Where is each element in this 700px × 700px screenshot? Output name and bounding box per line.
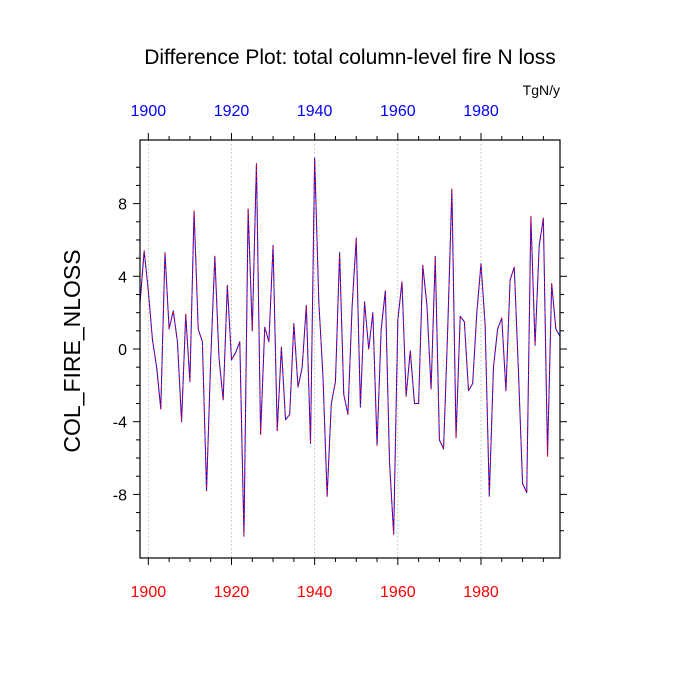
x-tick-label-bottom: 1960: [380, 584, 416, 601]
grid-lines: [147, 140, 482, 558]
x-tick-label-top: 1940: [297, 103, 333, 120]
x-tick-label-top: 1920: [214, 103, 250, 120]
units-label: TgN/y: [523, 82, 560, 98]
y-tick-label: 0: [118, 342, 127, 359]
y-tick-label: -8: [113, 487, 127, 504]
data-line: [139, 157, 561, 537]
x-tick-label-top: 1960: [380, 103, 416, 120]
series-line: [139, 157, 561, 537]
y-tick-label: 4: [118, 269, 127, 286]
axis-ticks: [133, 133, 567, 565]
y-axis-label: COL_FIRE_NLOSS: [59, 249, 85, 452]
series-line-overlay: [139, 157, 561, 537]
x-tick-label-bottom: 1980: [463, 584, 499, 601]
y-tick-label: -4: [113, 415, 127, 432]
y-tick-label: 8: [118, 197, 127, 214]
x-tick-label-top: 1980: [463, 103, 499, 120]
chart-title: Difference Plot: total column-level fire…: [144, 46, 556, 69]
x-tick-label-bottom: 1940: [297, 584, 333, 601]
x-tick-label-top: 1900: [131, 103, 167, 120]
x-tick-label-bottom: 1920: [214, 584, 250, 601]
tick-labels: 1900 1900 1920 1920 1940 1940 1960 1960 1980 1980…: [113, 103, 499, 601]
x-tick-label-bottom: 1900: [131, 584, 167, 601]
